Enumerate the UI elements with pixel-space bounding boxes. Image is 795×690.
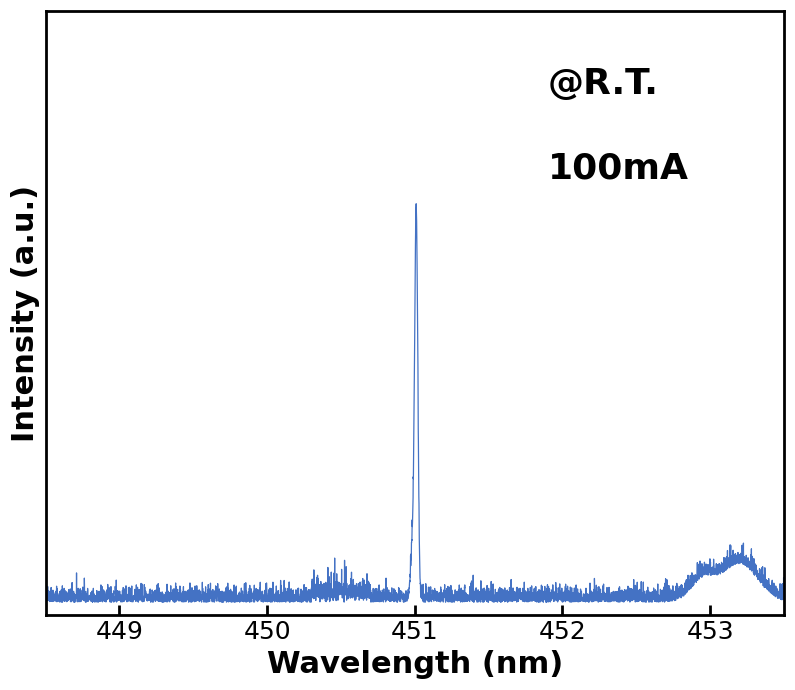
Y-axis label: Intensity (a.u.): Intensity (a.u.) [11,185,40,442]
X-axis label: Wavelength (nm): Wavelength (nm) [266,650,563,679]
Text: 100mA: 100mA [548,151,688,185]
Text: @R.T.: @R.T. [548,67,658,101]
